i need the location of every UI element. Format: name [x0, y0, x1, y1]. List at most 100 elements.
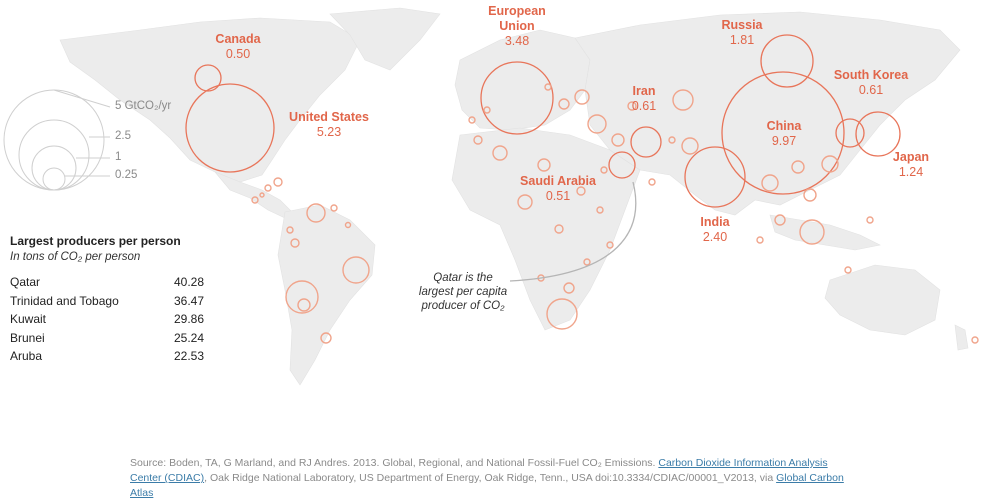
small-emission-bubble — [483, 106, 491, 114]
table-row: Qatar 40.28 — [10, 275, 205, 289]
small-emission-bubble — [587, 114, 607, 134]
small-emission-bubble — [668, 136, 676, 144]
table-row: Brunei 25.24 — [10, 330, 205, 345]
bubble-india — [684, 146, 746, 208]
small-emission-bubble — [344, 221, 352, 229]
small-emission-bubble — [297, 298, 311, 312]
small-emission-bubble — [596, 206, 604, 214]
small-emission-bubble — [606, 241, 614, 249]
land-masses — [59, 7, 969, 386]
small-emission-bubble — [492, 145, 508, 161]
small-emission-bubble — [473, 135, 483, 145]
global-carbon-atlas-link[interactable]: Global Carbon Atlas — [130, 472, 844, 499]
label-india: India 2.40 — [700, 215, 730, 244]
small-emission-bubble — [574, 89, 590, 105]
label-european-union: European Union 3.48 — [488, 4, 546, 48]
small-emission-bubble — [648, 178, 656, 186]
legend-circle-0-25 — [42, 167, 66, 191]
small-emission-bubble — [468, 116, 476, 124]
land-southeast-asia — [769, 214, 881, 251]
small-emission-bubble — [558, 98, 570, 110]
small-emission-bubble — [320, 332, 332, 344]
small-emission-bubble — [803, 188, 817, 202]
small-emission-bubble — [259, 192, 265, 198]
legend-circle-2-5 — [18, 119, 90, 191]
bubble-united-states — [185, 83, 275, 173]
small-emission-bubble — [774, 214, 786, 226]
small-emission-bubble — [290, 238, 300, 248]
bubble-european-union — [480, 61, 554, 135]
small-bubbles — [251, 83, 979, 344]
small-emission-bubble — [600, 166, 608, 174]
small-emission-bubble — [554, 224, 564, 234]
small-emission-bubble — [611, 133, 625, 147]
label-canada: Canada 0.50 — [215, 32, 261, 61]
small-emission-bubble — [844, 266, 852, 274]
small-emission-bubble — [285, 280, 319, 314]
legend-label-2-5: 2.5 — [115, 130, 131, 142]
small-emission-bubble — [330, 204, 338, 212]
small-emission-bubble — [286, 226, 294, 234]
bubble-china — [721, 71, 845, 195]
small-emission-bubble — [791, 160, 805, 174]
small-emission-bubble — [544, 83, 552, 91]
small-emission-bubble — [537, 158, 551, 172]
small-emission-bubble — [342, 256, 370, 284]
label-saudi-arabia: Saudi Arabia 0.51 — [520, 174, 596, 203]
source-note: Source: Boden, TA, G Marland, and RJ And… — [130, 457, 844, 499]
small-emission-bubble — [971, 336, 979, 344]
country-bubbles — [185, 34, 901, 208]
small-emission-bubble — [799, 219, 825, 245]
small-emission-bubble — [627, 101, 637, 111]
small-emission-bubble — [251, 196, 259, 204]
small-emission-bubble — [821, 155, 839, 173]
legend-label-1: 1 — [115, 151, 122, 163]
legend-label-0-25: 0.25 — [115, 169, 138, 181]
small-emission-bubble — [761, 174, 779, 192]
small-emission-bubble — [583, 258, 591, 266]
small-emission-bubble — [264, 184, 272, 192]
size-legend — [3, 89, 111, 191]
bubble-japan — [855, 111, 901, 157]
small-emission-bubble — [576, 186, 586, 196]
label-japan: Japan 1.24 — [892, 150, 930, 179]
small-emission-bubble — [306, 203, 326, 223]
label-russia: Russia 1.81 — [721, 18, 763, 47]
table-row: Trinidad and Tobago 36.47 — [10, 293, 205, 308]
small-emission-bubble — [681, 137, 699, 155]
table-title: Largest producers per person — [10, 234, 181, 248]
land-north-america — [59, 17, 361, 183]
cdiac-link[interactable]: Carbon Dioxide Information Analysis Cent… — [130, 457, 828, 484]
land-new-zealand — [954, 324, 969, 351]
land-europe — [454, 29, 591, 131]
table-row: Kuwait 29.86 — [10, 312, 205, 326]
small-emission-bubble — [756, 236, 764, 244]
qatar-callout-line — [509, 181, 637, 282]
land-africa — [451, 127, 641, 331]
label-south-korea: South Korea 0.61 — [833, 68, 909, 97]
bubble-south-korea — [835, 118, 865, 148]
small-emission-bubble — [866, 216, 874, 224]
small-emission-bubble — [517, 194, 533, 210]
table-row: Aruba 22.53 — [10, 349, 205, 363]
land-asia — [574, 11, 961, 216]
bubble-russia — [760, 34, 814, 88]
table-subtitle: In tons of CO₂ per person — [10, 251, 141, 263]
bubble-saudi-arabia — [608, 151, 636, 179]
small-emission-bubble — [563, 282, 575, 294]
small-emission-bubble — [672, 89, 694, 111]
legend-circle-5 — [3, 89, 105, 191]
legend-label-5: 5 GtCO₂/yr — [115, 100, 172, 112]
land-australia — [824, 264, 941, 336]
small-emission-bubble — [546, 298, 578, 330]
label-china: China 9.97 — [766, 119, 802, 148]
per-person-table: Largest producers per person In tons of … — [10, 234, 220, 366]
qatar-annotation: Qatar is the largest per capita producer… — [418, 272, 508, 312]
label-united-states: United States 5.23 — [289, 110, 369, 139]
land-greenland — [329, 7, 441, 71]
bubble-iran — [630, 126, 662, 158]
small-emission-bubble — [273, 177, 283, 187]
table-rows: Qatar 40.28 Trinidad and Tobago 36.47 Kuwa… — [10, 273, 220, 366]
bubble-canada — [194, 64, 222, 92]
